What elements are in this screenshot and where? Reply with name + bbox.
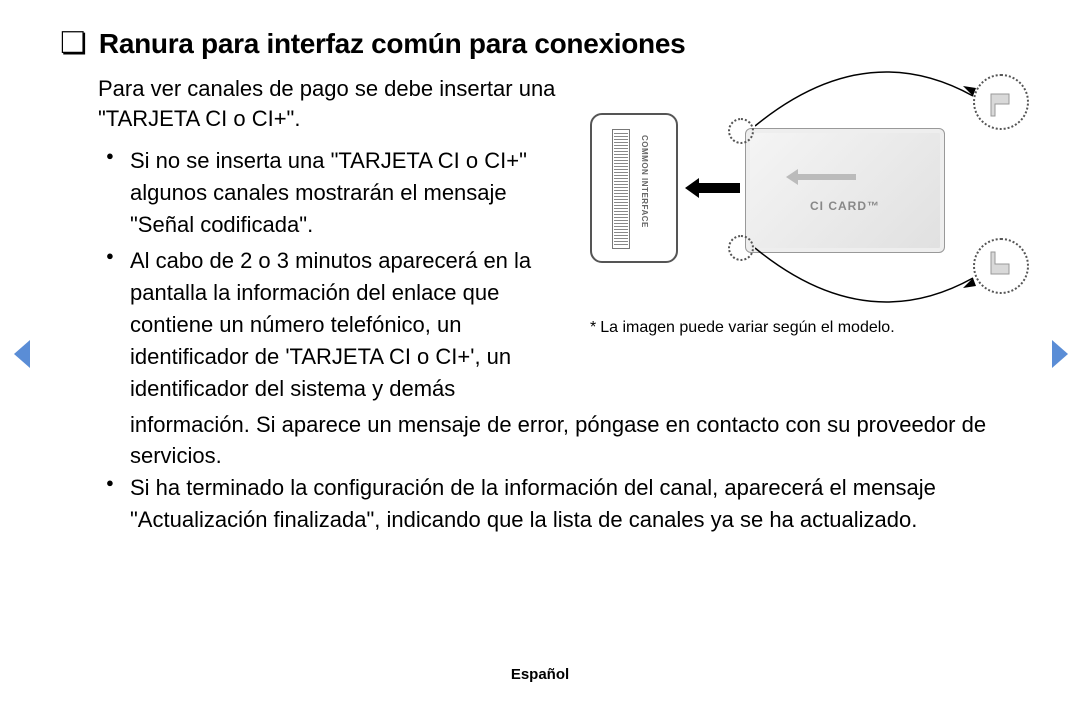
- footnote-text: La imagen puede variar según el modelo.: [600, 318, 894, 339]
- arc-bottom-icon: [755, 243, 1005, 313]
- footer-language: Español: [0, 666, 1080, 683]
- bullet-1: Si no se inserta una "TARJETA CI o CI+" …: [98, 145, 570, 241]
- footnote: * La imagen puede variar según el modelo…: [590, 318, 1030, 339]
- right-column: COMMON INTERFACE CI CARD™: [590, 78, 1030, 409]
- card-label: CI CARD™: [746, 199, 944, 213]
- dotted-circle-2: [728, 235, 754, 261]
- asterisk-icon: *: [590, 318, 596, 339]
- slot-label: COMMON INTERFACE: [640, 135, 649, 228]
- bullet-list-cont: Si ha terminado la configuración de la i…: [98, 472, 1030, 536]
- bullet-2: Al cabo de 2 o 3 minutos aparecerá en la…: [98, 245, 570, 404]
- slot-outline: COMMON INTERFACE: [590, 113, 678, 263]
- prev-page-button[interactable]: [12, 340, 32, 368]
- page-title: Ranura para interfaz común para conexion…: [99, 28, 685, 60]
- card-arrow-icon: [786, 167, 856, 187]
- bullet-2-cont: información. Si aparece un mensaje de er…: [98, 409, 1030, 473]
- arc-top-icon: [755, 66, 1005, 136]
- ci-card-diagram: COMMON INTERFACE CI CARD™: [590, 78, 1030, 308]
- bullet-3: Si ha terminado la configuración de la i…: [98, 472, 1030, 536]
- left-column: Para ver canales de pago se debe inserta…: [60, 74, 570, 409]
- title-row: ❏ Ranura para interfaz común para conexi…: [60, 28, 1030, 60]
- bookmark-icon: ❏: [60, 29, 87, 59]
- bracket-bottom-icon: [987, 250, 1015, 280]
- bracket-top-icon: [987, 86, 1015, 116]
- content-area: Para ver canales de pago se debe inserta…: [60, 74, 1030, 409]
- dotted-circle-1: [728, 118, 754, 144]
- lead-text: Para ver canales de pago se debe inserta…: [98, 74, 570, 133]
- slot-contacts: [614, 133, 628, 245]
- insert-arrow-icon: [685, 176, 740, 205]
- next-page-button[interactable]: [1050, 340, 1070, 368]
- ci-card: CI CARD™: [745, 128, 945, 253]
- page: ❏ Ranura para interfaz común para conexi…: [0, 0, 1080, 705]
- bullet-list: Si no se inserta una "TARJETA CI o CI+" …: [98, 145, 570, 404]
